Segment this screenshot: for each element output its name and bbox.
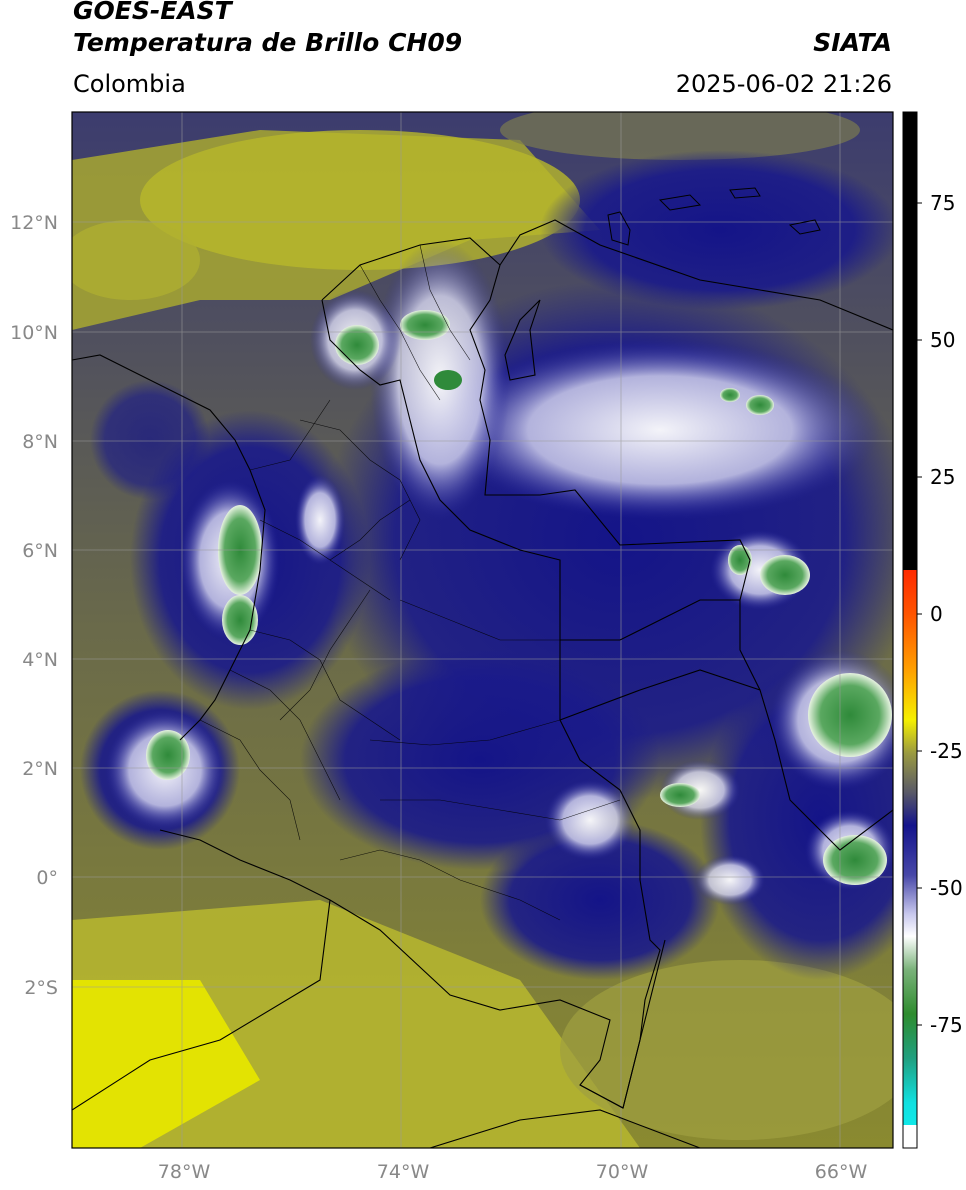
lat-label: 2°N (22, 758, 58, 780)
lon-label: 70°W (596, 1161, 649, 1183)
department-boundaries (199, 244, 621, 921)
lat-label: 6°N (22, 540, 58, 562)
lon-label: 74°W (377, 1161, 430, 1183)
lat-label: 2°S (24, 977, 58, 999)
colorbar-tick: 0 (930, 602, 943, 626)
colorbar-warm-segment (903, 112, 917, 570)
colorbar-tick: 50 (930, 328, 955, 352)
lat-label: 12°N (10, 212, 58, 234)
islands (607, 187, 821, 246)
datetime-label: 2025-06-02 21:26 (675, 70, 892, 98)
lon-label: 66°W (815, 1161, 868, 1183)
lat-label: 0° (36, 867, 58, 889)
colorbar-tick: -25 (930, 739, 963, 763)
lat-label: 4°N (22, 649, 58, 671)
satellite-imagery (72, 112, 893, 1148)
colorbar: 75 50 25 0 -25 -50 -75 (902, 111, 963, 1149)
agency-label: SIATA (813, 28, 892, 57)
colorbar-tick: 75 (930, 191, 955, 215)
region-label: Colombia (73, 70, 186, 98)
lon-label: 78°W (158, 1161, 211, 1183)
country-boundaries (72, 219, 893, 1148)
colorbar-tick: 25 (930, 465, 955, 489)
map-frame (71, 111, 894, 1149)
colorbar-gradient (903, 570, 917, 1125)
lat-label: 8°N (22, 431, 58, 453)
colorbar-end (903, 1125, 917, 1148)
lat-label: 10°N (10, 322, 58, 344)
product-title: Temperatura de Brillo CH09 (73, 28, 463, 57)
colorbar-tick: -75 (930, 1013, 963, 1037)
colorbar-tick: -50 (930, 876, 963, 900)
lon-axis: 78°W 74°W 70°W 66°W (158, 1161, 868, 1183)
lat-axis: 12°N 10°N 8°N 6°N 4°N 2°N 0° 2°S (10, 212, 58, 999)
satellite-title: GOES-EAST (73, 0, 232, 25)
